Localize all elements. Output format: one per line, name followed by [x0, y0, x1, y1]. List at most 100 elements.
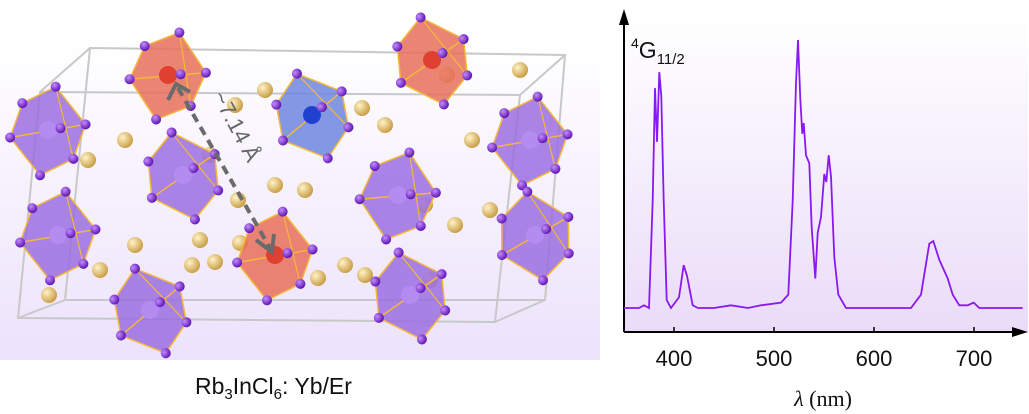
cl-atom: [146, 192, 157, 203]
cl-atom: [541, 223, 552, 234]
cl-atom: [115, 330, 126, 341]
cl-atom: [405, 189, 416, 200]
cl-atom: [55, 123, 66, 134]
cl-atom: [17, 98, 28, 109]
center-atom: [141, 301, 159, 319]
cl-atom: [499, 108, 510, 119]
cl-atom: [35, 170, 46, 181]
cl-atom: [537, 275, 548, 286]
cl-atom: [487, 142, 498, 153]
center-atom: [49, 226, 67, 244]
cl-atom: [291, 68, 302, 79]
x-tick-label: 600: [856, 346, 893, 371]
purple-octahedron: [5, 81, 91, 181]
cl-atom: [392, 41, 403, 52]
cl-atom: [174, 281, 185, 292]
cl-atom: [213, 185, 224, 196]
cl-atom: [496, 213, 507, 224]
cl-atom: [370, 276, 381, 287]
cl-atom: [15, 237, 26, 248]
center-atom: [401, 286, 419, 304]
rb-atom: [227, 97, 243, 113]
rb-atom: [267, 177, 283, 193]
cl-atom: [369, 160, 380, 171]
cl-atom: [393, 247, 404, 258]
cl-atom: [65, 228, 76, 239]
cl-atom: [458, 34, 469, 45]
center-atom: [159, 66, 177, 84]
cl-atom: [188, 163, 199, 174]
series-line-emission: [624, 39, 1023, 310]
formula-dopants: : Yb/Er: [282, 373, 352, 399]
purple-octahedron: [370, 247, 451, 345]
cl-atom: [174, 27, 185, 38]
cl-atom: [282, 248, 293, 259]
rb-atom: [41, 287, 57, 303]
cl-atom: [563, 211, 574, 222]
cl-atom: [277, 206, 288, 217]
cl-atom: [563, 248, 574, 259]
cl-atom: [404, 147, 415, 158]
cl-atom: [68, 153, 79, 164]
cl-atom: [381, 234, 392, 245]
purple-octahedron: [487, 91, 573, 191]
cl-atom: [129, 263, 140, 274]
red-octahedron: [232, 206, 318, 306]
cl-atom: [189, 214, 200, 225]
purple-octahedron: [143, 127, 224, 225]
formula-incl: InCl: [232, 373, 274, 399]
purple-octahedron: [354, 147, 441, 245]
rb-atom: [297, 182, 313, 198]
center-atom: [389, 186, 407, 204]
cl-atom: [271, 99, 282, 110]
cl-atom: [462, 70, 473, 81]
cl-atom: [109, 294, 120, 305]
x-axis-label: λ (nm): [793, 386, 852, 411]
y-axis-arrow-icon: [619, 9, 629, 25]
center-atom: [303, 106, 321, 124]
cl-atom: [496, 250, 507, 261]
cl-atom: [80, 119, 91, 130]
cl-atom: [200, 67, 211, 78]
cl-atom: [550, 163, 561, 174]
formula-sub-6: 6: [273, 386, 282, 403]
cl-atom: [373, 312, 384, 323]
cl-atom: [124, 74, 135, 85]
cl-atom: [415, 283, 426, 294]
cl-atom: [354, 194, 365, 205]
cl-atom: [430, 187, 441, 198]
cl-atom: [90, 224, 101, 235]
cl-atom: [151, 114, 162, 125]
cl-atom: [175, 69, 186, 80]
cl-atom: [438, 99, 449, 110]
cl-atom: [166, 127, 177, 138]
rb-atom: [354, 100, 370, 116]
cl-atom: [395, 77, 406, 88]
cl-atom: [336, 86, 347, 97]
center-atom: [174, 166, 192, 184]
rb-atom: [464, 132, 480, 148]
cl-atom: [244, 223, 255, 234]
cl-atom: [343, 122, 354, 133]
rb-atom: [447, 217, 463, 233]
blue-octahedron: [271, 68, 354, 164]
rb-atom: [482, 202, 498, 218]
cl-atom: [316, 102, 327, 113]
center-atom: [526, 226, 544, 244]
purple-octahedron: [109, 263, 192, 359]
rb-atom: [184, 257, 200, 273]
cl-atom: [436, 269, 447, 280]
cl-atom: [154, 297, 165, 308]
x-tick-label: 400: [656, 346, 693, 371]
rb-atom: [512, 62, 528, 78]
x-axis-arrow-icon: [1012, 327, 1028, 337]
cl-atom: [415, 12, 426, 23]
rb-atom: [377, 117, 393, 133]
cl-atom: [50, 81, 61, 92]
cl-atom: [307, 244, 318, 255]
cl-atom: [532, 91, 543, 102]
cl-atom: [60, 186, 71, 197]
cl-atom: [277, 135, 288, 146]
red-octahedron: [124, 27, 211, 125]
center-atom: [39, 121, 57, 139]
